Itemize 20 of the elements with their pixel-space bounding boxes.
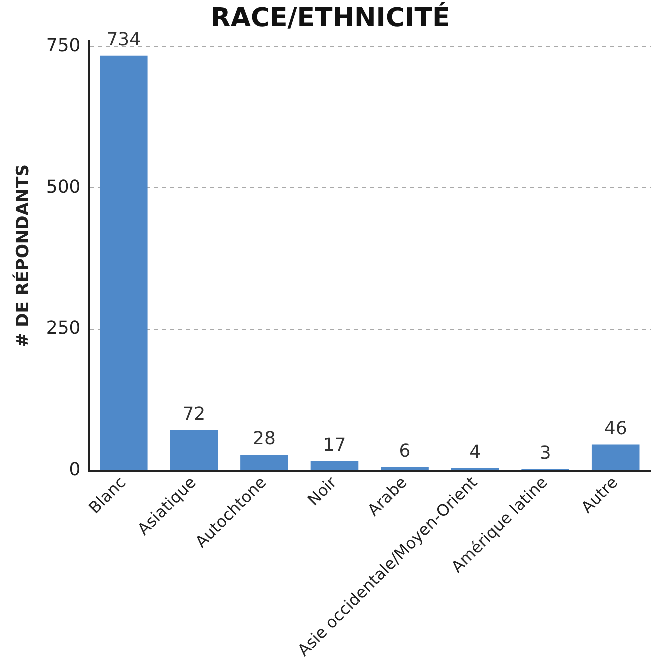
- data-label: 3: [540, 442, 552, 464]
- data-label: 46: [604, 418, 628, 440]
- y-tick-label: 750: [46, 36, 81, 57]
- data-label: 72: [182, 404, 206, 425]
- data-label: 28: [253, 428, 276, 450]
- data-label: 6: [399, 441, 411, 462]
- y-axis-title: # DE RÉPONDANTS: [12, 164, 34, 348]
- data-label: 734: [106, 30, 142, 51]
- data-label: 17: [323, 434, 346, 456]
- bar: [592, 444, 640, 470]
- y-tick-label: 250: [46, 318, 81, 340]
- bar: [170, 430, 218, 470]
- bar: [310, 461, 359, 470]
- chart-title: RACE/ETHNICITÉ: [210, 1, 450, 34]
- bar: [381, 467, 429, 470]
- bar: [240, 454, 288, 470]
- bar: [100, 56, 148, 470]
- y-tick-label: 0: [69, 459, 81, 480]
- data-label: 4: [470, 442, 482, 464]
- y-tick-label: 500: [46, 176, 81, 198]
